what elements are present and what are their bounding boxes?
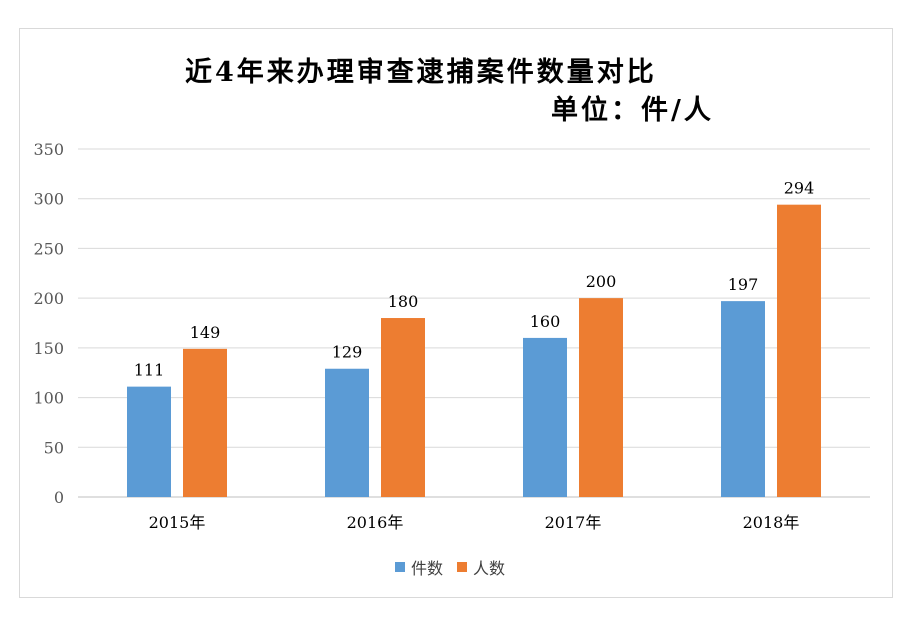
x-tick-label: 2015年 [149, 513, 206, 532]
bar-series-1 [127, 386, 171, 497]
data-label: 149 [190, 323, 221, 342]
x-tick-label: 2017年 [545, 513, 602, 532]
data-label: 197 [728, 275, 759, 294]
legend-swatch-series-1 [395, 562, 405, 572]
y-tick-label: 250 [33, 239, 64, 258]
y-tick-label: 200 [33, 289, 64, 308]
data-label: 160 [530, 312, 561, 331]
chart-subtitle: 单位：件/人 [551, 95, 714, 126]
y-tick-label: 150 [33, 339, 64, 358]
y-tick-label: 350 [33, 140, 64, 159]
chart-legend: 件数 人数 [395, 555, 519, 579]
x-tick-label: 2018年 [743, 513, 800, 532]
bar-series-1 [523, 337, 567, 497]
data-label: 111 [134, 361, 165, 380]
chart-title: 近4年来办理审查逮捕案件数量对比 [185, 57, 657, 88]
data-label: 180 [388, 292, 419, 311]
y-tick-label: 0 [54, 488, 64, 507]
legend-label-series-2: 人数 [473, 559, 506, 578]
bar-series-2 [381, 318, 425, 497]
x-tick-label: 2016年 [347, 513, 404, 532]
bar-series-2 [777, 204, 821, 497]
bar-series-1 [721, 301, 765, 497]
data-label: 294 [784, 179, 815, 198]
bar-series-2 [183, 348, 227, 497]
y-tick-label: 300 [33, 190, 64, 209]
data-label: 129 [332, 343, 363, 362]
legend-swatch-series-2 [457, 562, 468, 572]
bar-series-2 [579, 298, 623, 497]
data-label: 200 [586, 272, 617, 291]
y-tick-label: 100 [33, 389, 64, 408]
y-tick-label: 50 [44, 438, 64, 457]
legend-item-series-1: 件数 [395, 555, 443, 579]
bar-series-1 [325, 368, 369, 497]
legend-label-series-1: 件数 [411, 559, 444, 578]
legend-item-series-2: 人数 [457, 555, 505, 579]
